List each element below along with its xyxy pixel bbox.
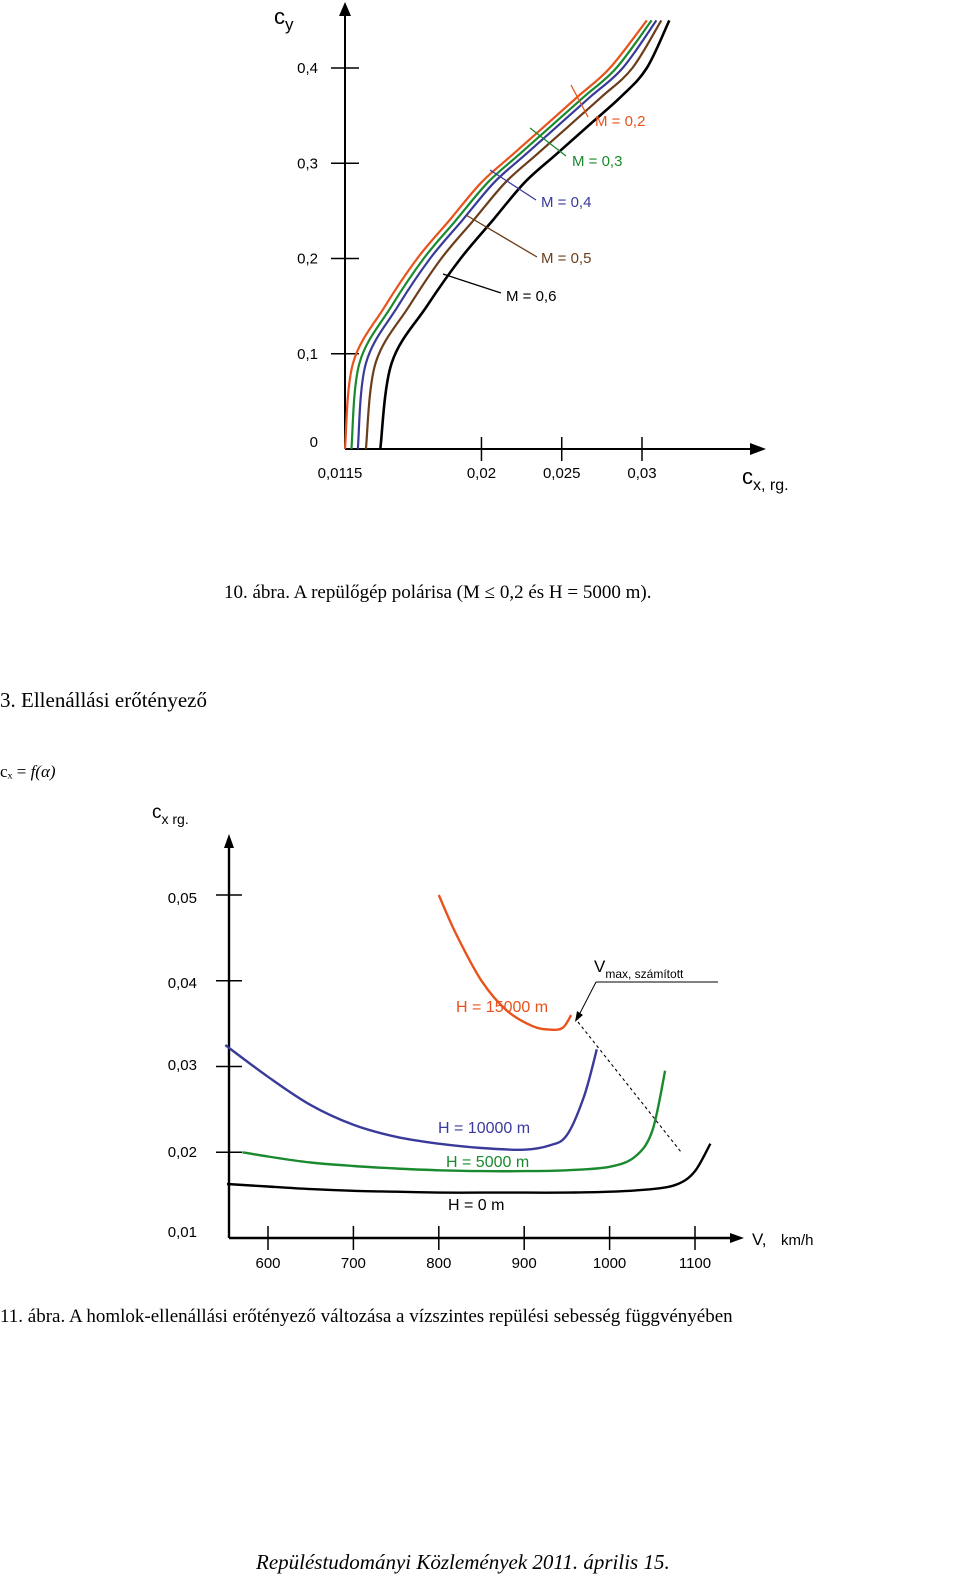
y-tick-label: 0,01 — [168, 1224, 197, 1241]
y-tick-label: 0,2 — [297, 251, 318, 268]
callout-line — [442, 273, 502, 294]
x-axis-label: V, — [752, 1230, 767, 1249]
y-axis-label: cy — [274, 4, 294, 34]
x-tick-label: 0,0115 — [318, 465, 363, 482]
x-tick-label: 1000 — [593, 1255, 626, 1272]
series-label: M = 0,3 — [572, 153, 622, 170]
y-tick-label: 0 — [310, 434, 318, 451]
series-label: H = 15000 m — [456, 999, 548, 1016]
vmax-arrow — [575, 1011, 583, 1022]
series-line — [350, 19, 653, 450]
y-axis-arrow — [339, 2, 351, 16]
callout-line — [570, 84, 589, 118]
y-axis-label: cx rg. — [152, 802, 189, 827]
y-tick-label: 0,02 — [168, 1144, 197, 1161]
y-tick-label: 0,4 — [297, 60, 318, 77]
figure-11-caption: 11. ábra. A homlok-ellenállási erőtényez… — [0, 1306, 733, 1327]
vmax-dashed-line — [577, 1021, 682, 1153]
x-tick-label: 1100 — [679, 1255, 711, 1272]
x-tick-label: 600 — [255, 1255, 280, 1272]
x-axis-arrow — [750, 443, 766, 455]
section-heading: 3. Ellenállási erőtényező — [0, 688, 207, 712]
formula: cₓ = f(α) — [0, 762, 56, 782]
y-tick-label: 0,3 — [297, 155, 318, 172]
series-line — [356, 19, 658, 450]
callout-line — [529, 127, 567, 157]
series-line — [226, 1143, 712, 1194]
y-tick-label: 0,03 — [168, 1057, 197, 1074]
series-label: H = 0 m — [448, 1197, 504, 1214]
series-line — [437, 894, 573, 1032]
vmax-label: Vmax, számított — [594, 957, 684, 981]
y-axis-arrow — [224, 834, 234, 848]
page-footer: Repüléstudományi Közlemények 2011. ápril… — [256, 1550, 670, 1574]
y-tick-label: 0,05 — [168, 890, 197, 907]
series-label: M = 0,4 — [541, 194, 591, 211]
formula-left: cₓ = — [0, 762, 27, 781]
x-axis-label: cx, rg. — [742, 464, 789, 494]
series-label: H = 10000 m — [438, 1120, 530, 1137]
series-label: H = 5000 m — [446, 1154, 529, 1171]
series-line — [379, 19, 671, 450]
x-tick-label: 0,02 — [467, 465, 496, 482]
x-tick-label: 700 — [341, 1255, 366, 1272]
x-tick-label: 0,025 — [543, 465, 581, 482]
series-line — [343, 19, 648, 450]
polar-chart: 0 0,1 0,2 0,3 0,4 0,0115 0,02 0,025 0,03 cy cx, rg… — [274, 2, 789, 494]
series-label: M = 0,5 — [541, 250, 591, 267]
callout-line — [465, 214, 538, 258]
callout-line — [489, 169, 537, 201]
x-axis-unit: km/h — [781, 1232, 814, 1249]
figure-10-caption: 10. ábra. A repülőgép polárisa (M ≤ 0,2 … — [224, 582, 652, 603]
series-line — [364, 19, 663, 450]
series-label: M = 0,6 — [506, 288, 556, 305]
series-label: M = 0,2 — [595, 113, 645, 130]
x-tick-label: 900 — [512, 1255, 537, 1272]
series-line — [242, 1070, 667, 1173]
y-tick-label: 0,1 — [297, 346, 318, 363]
x-axis-arrow — [730, 1233, 744, 1243]
series-line — [224, 1044, 598, 1151]
formula-right: f(α) — [30, 762, 56, 781]
x-tick-label: 800 — [426, 1255, 451, 1272]
x-tick-label: 0,03 — [627, 465, 656, 482]
vmax-leader — [577, 981, 597, 1018]
y-tick-label: 0,04 — [168, 975, 197, 992]
drag-coefficient-chart: 0,01 0,02 0,03 0,04 0,05 600 700 800 900 1000 1100… — [152, 802, 814, 1272]
